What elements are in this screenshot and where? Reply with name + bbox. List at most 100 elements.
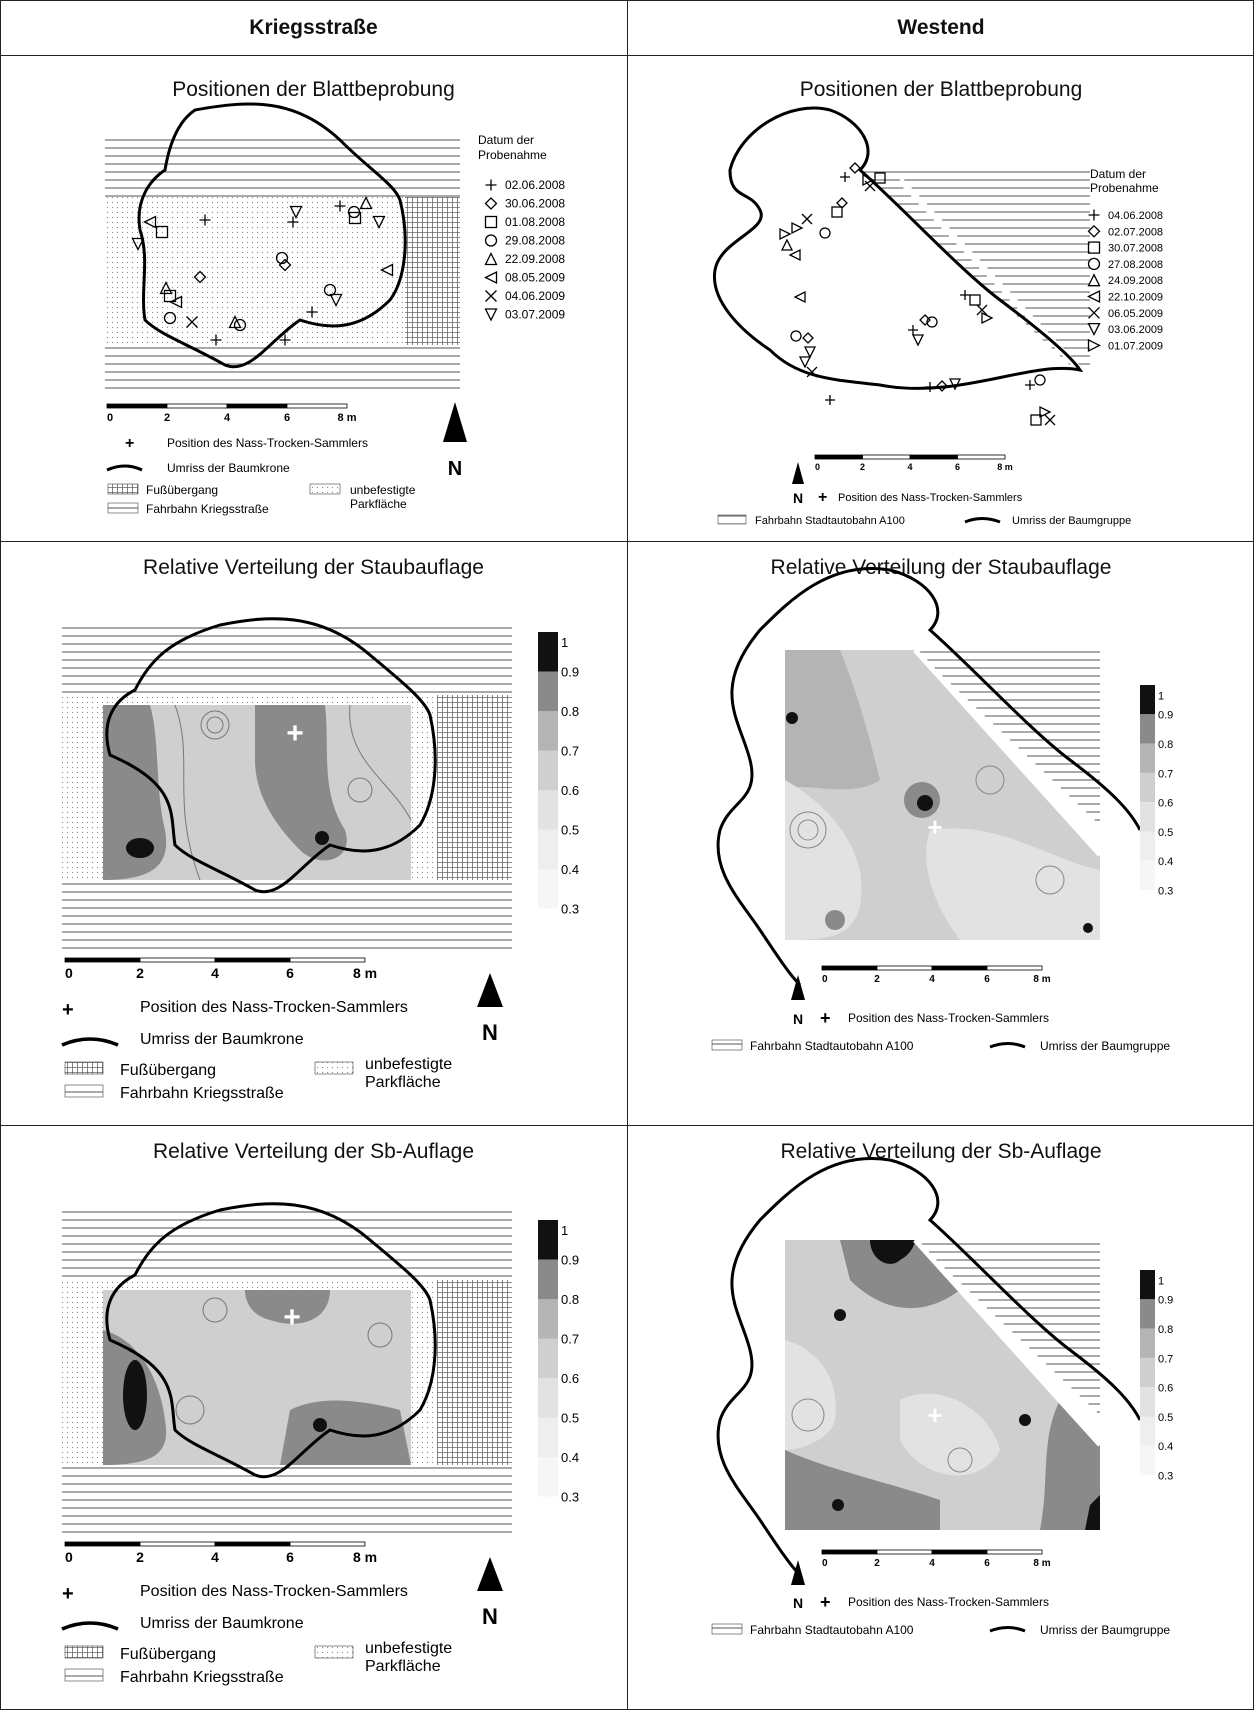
sample-marker — [790, 250, 800, 260]
colorbar-label: 0.6 — [1158, 1383, 1173, 1395]
colorbar-label: 0.5 — [1158, 1412, 1173, 1424]
date-legend-entry: 01.07.2009 — [1108, 340, 1163, 352]
date-legend-entry: 30.06.2008 — [505, 197, 565, 211]
colorbar-label: 0.9 — [1158, 1295, 1173, 1307]
date-legend-entry: 02.07.2008 — [1108, 226, 1163, 238]
colorbar-swatch — [1140, 1270, 1155, 1299]
legend-collector-westend: Position des Nass-Trocken-Sammlers — [848, 1011, 1049, 1025]
scale-tick-label: 2 — [860, 462, 865, 472]
scale-segment — [107, 404, 167, 408]
colorbar-swatch — [1140, 744, 1155, 773]
sample-marker — [800, 357, 810, 367]
scale-tick-label: 6 — [955, 462, 960, 472]
date-legend-entry: 04.06.2009 — [505, 289, 565, 303]
tree-group-line-icon — [965, 519, 1000, 523]
road-hatch-south — [105, 345, 460, 395]
scale-segment — [140, 958, 215, 962]
scale-tick-label: 8 m — [353, 1549, 377, 1565]
legend-crossing: Fußübergang — [120, 1062, 216, 1079]
colorbar-label: 0.6 — [561, 1371, 579, 1386]
contour-peak — [313, 1418, 327, 1432]
date-legend-entry: 22.09.2008 — [505, 252, 565, 266]
date-legend-entry: 29.08.2008 — [505, 234, 565, 248]
tree-group-line-icon — [990, 1628, 1025, 1632]
colorbar-label: 0.8 — [561, 1292, 579, 1307]
scale-bar-westend: 0 2 4 6 8 m — [815, 455, 1013, 472]
crown-line-icon — [62, 1039, 118, 1045]
colorbar-swatch — [538, 869, 558, 909]
scale-segment — [987, 966, 1042, 970]
circle-icon — [486, 235, 497, 246]
triangle-up-icon — [486, 254, 497, 265]
scale-tick-label: 6 — [286, 1549, 294, 1565]
legend-collector-westend: Position des Nass-Trocken-Sammlers — [838, 492, 1023, 504]
date-legend-title-1-westend: Datum der — [1090, 167, 1146, 181]
scale-tick-label: 8 m — [1033, 1558, 1050, 1569]
legend-tree-group: Umriss der Baumgruppe — [1040, 1623, 1170, 1637]
diamond-icon — [486, 198, 497, 209]
legend-parking-2: Parkfläche — [365, 1074, 441, 1091]
colorbar-label: 1 — [561, 1223, 568, 1238]
sample-marker — [802, 214, 812, 224]
scale-segment — [167, 404, 227, 408]
contour-peak — [1083, 923, 1093, 933]
scale-segment — [932, 1550, 987, 1554]
scale-tick-label: 6 — [286, 965, 294, 981]
colorbar-sb-kriegs: 10.90.80.70.60.50.40.3 — [538, 1220, 579, 1505]
contour-peak — [315, 831, 329, 845]
colorbar-label: 0.3 — [1158, 886, 1173, 898]
legend-collector: Position des Nass-Trocken-Sammlers — [140, 1583, 408, 1600]
road-swatch — [65, 1085, 103, 1097]
colorbar-dust-westend: 1 0.9 0.8 0.7 0.6 0.5 0.4 0.3 — [1140, 685, 1173, 898]
crossing-area — [437, 695, 512, 880]
sample-marker — [1045, 415, 1055, 425]
scale-tick-label: 8 m — [1033, 974, 1050, 985]
north-label: N — [793, 490, 803, 506]
cross-icon — [1089, 307, 1100, 318]
scale-tick-label: 0 — [822, 974, 828, 985]
legend-tree-group: Umriss der Baumgruppe — [1012, 515, 1131, 527]
collector-marker-icon: + — [927, 1400, 942, 1430]
colorbar-label: 0.4 — [1158, 856, 1173, 868]
colorbar-label: 0.8 — [561, 704, 579, 719]
colorbar-swatch — [1140, 802, 1155, 831]
north-label: N — [482, 1020, 498, 1045]
colorbar-swatch — [1140, 714, 1155, 743]
scale-tick-label: 4 — [224, 412, 231, 424]
colorbar-swatch — [1140, 1299, 1155, 1328]
colorbar-swatch — [538, 711, 558, 751]
contour-peak — [834, 1309, 846, 1321]
colorbar-label: 0.9 — [561, 665, 579, 680]
scale-bar-westend: 0 2 4 6 8 m — [822, 966, 1051, 985]
scale-tick-label: 8 m — [353, 965, 377, 981]
parking-swatch — [315, 1646, 353, 1658]
parking-swatch — [315, 1062, 353, 1074]
triangle-left-icon — [486, 272, 497, 283]
scale-tick-label: 4 — [929, 974, 935, 985]
sample-marker — [850, 163, 860, 173]
plus-icon: + — [818, 489, 827, 506]
scale-segment — [932, 966, 987, 970]
plus-icon: + — [62, 1583, 74, 1605]
colorbar-label: 1 — [1158, 690, 1164, 702]
scale-bar-westend: 0 2 4 6 8 m — [822, 1550, 1051, 1569]
scale-bar: 0 2 4 6 8 m — [65, 1542, 377, 1565]
legend-parking-1: unbefestigte — [365, 1640, 452, 1657]
legend-crossing: Fußübergang — [120, 1646, 216, 1663]
sample-marker — [920, 315, 930, 325]
colorbar-label: 0.7 — [1158, 1353, 1173, 1365]
legend-collector-westend: Position des Nass-Trocken-Sammlers — [848, 1595, 1049, 1609]
triangle-right-icon — [1089, 340, 1100, 351]
scale-segment — [822, 1550, 877, 1554]
north-arrow-icon — [443, 402, 467, 442]
date-legend-entry: 01.08.2008 — [505, 215, 565, 229]
north-arrow-icon — [477, 973, 503, 1007]
scale-bar: 0 2 4 6 8 m — [65, 958, 377, 981]
triangle-down-icon — [486, 309, 497, 320]
scale-segment — [822, 966, 877, 970]
colorbar-swatch — [538, 1299, 558, 1339]
colorbar-label: 0.5 — [561, 1411, 579, 1426]
sample-marker — [840, 172, 850, 182]
contour-peak — [126, 838, 154, 858]
plus-icon — [1089, 210, 1100, 221]
